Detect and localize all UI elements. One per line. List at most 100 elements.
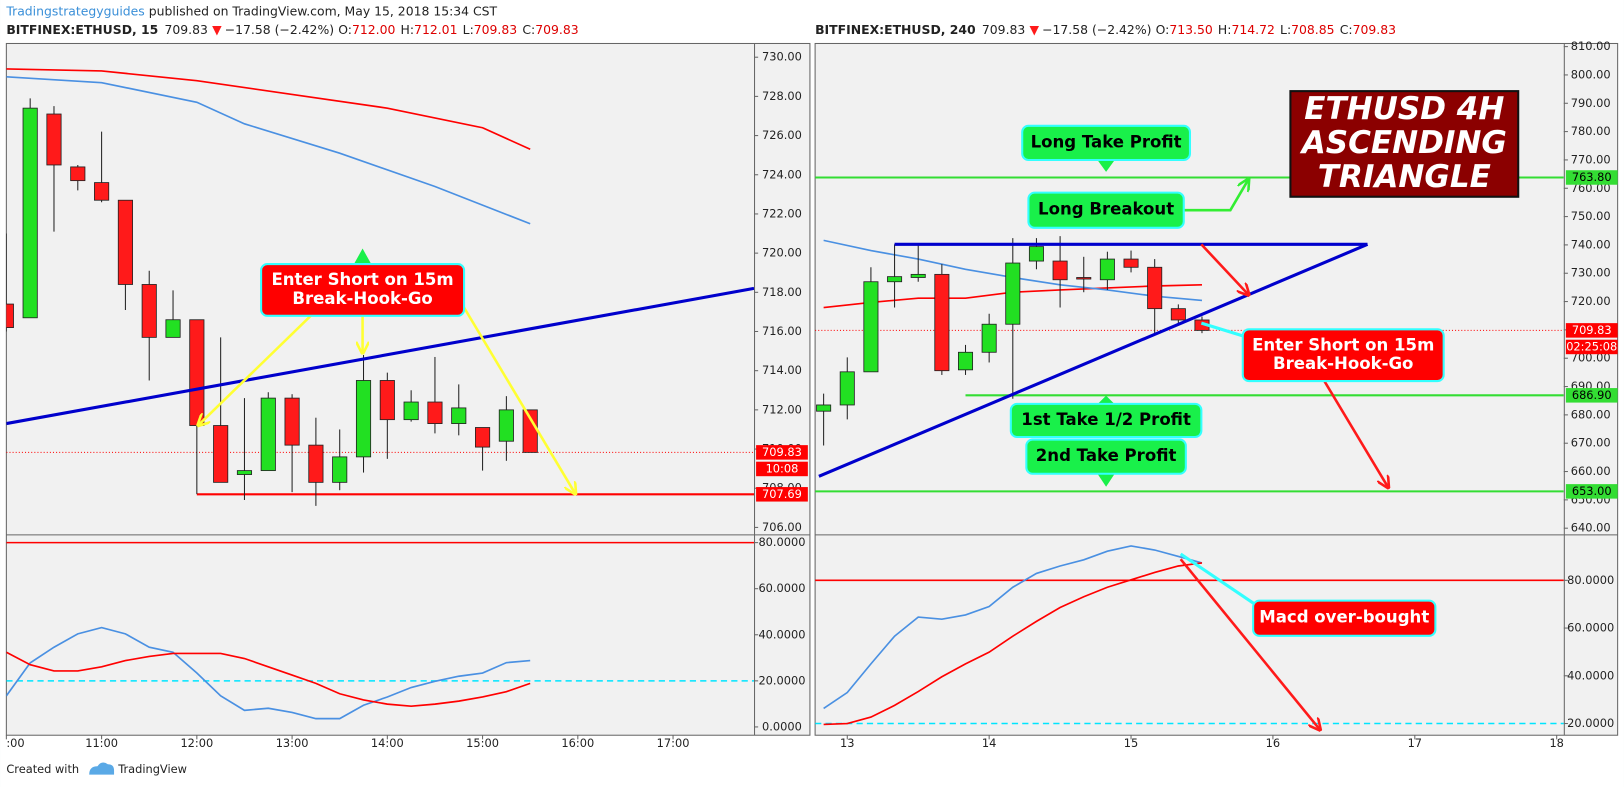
candle-body [451,407,467,424]
footer-text: Created with [6,762,79,776]
y-tick-label: 730.00 [1571,266,1611,280]
candle-body [70,166,86,182]
ohlc-label: H: [401,22,415,37]
indicator-line [823,562,1203,726]
annotation-box [1027,191,1185,229]
price-label-box [1565,388,1618,403]
ohlc-label: O: [1156,22,1170,37]
x-tick-label: 18 [1549,736,1563,750]
countdown-box [1565,339,1618,355]
candle-body [839,371,855,406]
y-tick-label: 680.00 [1571,407,1611,421]
x-tick-label: 11:00 [85,736,118,750]
price-label: 763.80 [1572,170,1612,184]
candle-body [1028,246,1044,262]
footer-brand[interactable]: TradingView [117,762,187,776]
indicator-tick-label: 80.0000 [758,535,805,549]
symbol-legend: BITFINEX:ETHUSD, 15 709.83 ▼ −17.58 (−2.42%… [6,22,578,37]
x-tick-label: 16:00 [561,736,594,750]
indicator-tick-label: 80.0000 [1567,573,1614,587]
candle-body [141,284,157,338]
candle-body [1005,262,1021,325]
ohlc-label: L: [1280,22,1291,37]
ohlc-value: 709.83 [1353,22,1396,37]
annotation-text: 1st Take 1/2 Profit [1021,410,1191,429]
y-tick-label: 740.00 [1571,237,1611,251]
last-price: 709.83 [165,22,208,37]
moving-average [6,75,531,225]
x-tick-label: 14:00 [371,736,404,750]
candle-body [284,397,300,446]
change: −17.58 (−2.42%) [1042,22,1151,37]
y-tick-label: 810.00 [1571,39,1611,53]
price-label-box [1565,323,1618,338]
candle-body [475,427,491,448]
annotation-box [1252,599,1437,637]
indicator-tick-label: 20.0000 [1567,716,1614,730]
ohlc-value: 709.83 [535,22,578,37]
y-tick-label: 724.00 [762,167,802,181]
symbol: BITFINEX:ETHUSD, 240 [815,22,976,37]
annotation-text: Enter Short on 15m [271,270,453,289]
indicator-plot [6,541,755,720]
candle-body [189,319,205,426]
candle-body [1123,258,1139,268]
annotation-text: Macd over-bought [1259,608,1429,627]
callout [1179,552,1259,608]
annotation-box [260,263,466,317]
annotation-box [1021,124,1192,162]
symbol-legend: BITFINEX:ETHUSD, 240 709.83 ▼ −17.58 (−2.42… [815,22,1396,37]
x-tick-label: 15:00 [466,736,499,750]
down-icon: ▼ [1029,22,1039,37]
countdown-box [756,461,808,477]
x-tick-label: 12:00 [180,736,213,750]
y-tick-label: 720.00 [1571,294,1611,308]
candle-body [1099,258,1115,281]
indicator-line [6,651,531,708]
candle-body [6,303,14,328]
publish-text: published on TradingView.com, May 15, 20… [145,3,498,18]
candle-body [957,351,974,371]
y-tick-label: 726.00 [762,128,802,142]
title-text: ASCENDING [1299,125,1507,161]
last-price: 709.83 [982,22,1025,37]
y-tick-label: 770.00 [1571,152,1611,166]
y-tick-label: 800.00 [1571,67,1611,81]
countdown: 02:25:08 [1566,339,1617,353]
candle-body [427,401,443,424]
candle-body [1170,308,1186,321]
x-tick-label: 16 [1266,736,1280,750]
x-tick-label: 13:00 [276,736,309,750]
down-icon: ▼ [212,22,222,37]
annotation-text: Break-Hook-Go [292,289,432,308]
y-tick-label: 730.00 [762,50,802,64]
y-tick-label: 750.00 [1571,209,1611,223]
x-tick-label: 17 [1408,736,1422,750]
ohlc-label: C: [522,22,535,37]
tradingview-logo [89,762,115,775]
indicator-tick-label: 60.0000 [1567,621,1614,635]
author[interactable]: Tradingstrategyguides [5,3,144,18]
candle-body [117,199,133,285]
candle-body [213,425,229,483]
x-tick-label: 14 [982,736,996,750]
candle-body [403,401,419,421]
x-tick-label: 15 [1124,736,1138,750]
candle-body [1147,266,1163,310]
annotation-text: Long Breakout [1038,200,1174,219]
candle-body [22,107,38,319]
arrow [1183,180,1248,212]
candle-body [260,397,276,472]
y-tick-label: 714.00 [762,363,802,377]
ohlc-value: 713.50 [1169,22,1213,37]
main-plot [6,68,755,506]
y-tick-label: 712.00 [762,402,802,416]
ohlc-label: O: [338,22,352,37]
price-label: 709.83 [762,445,802,459]
y-tick-label: 720.00 [762,246,802,260]
arrow [1179,558,1320,729]
candle-body [308,444,324,483]
annotation-box [1241,328,1445,383]
annotation-text: 2nd Take Profit [1036,446,1177,465]
